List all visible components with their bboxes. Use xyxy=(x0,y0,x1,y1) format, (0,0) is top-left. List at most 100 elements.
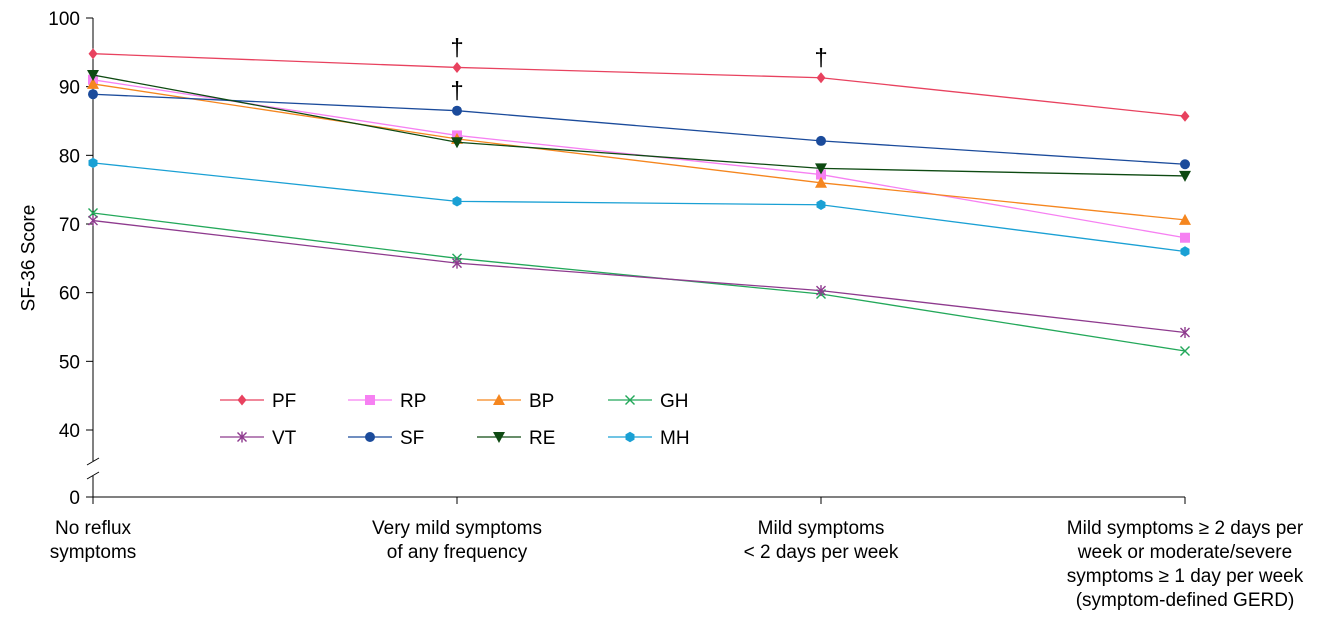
y-axis-break-mark xyxy=(86,457,100,480)
x-tick-label-line: < 2 days per week xyxy=(744,542,899,563)
data-point-sf xyxy=(452,105,462,116)
y-axis-label: SF-36 Score xyxy=(19,205,40,312)
series-layer xyxy=(87,48,1191,357)
series-line-pf xyxy=(92,53,1186,117)
series-mh xyxy=(88,157,1190,257)
y-tick-label: 0 xyxy=(69,488,80,509)
data-point-re xyxy=(87,69,99,81)
data-point-vt xyxy=(88,215,98,227)
marker-stroke xyxy=(1180,346,1190,357)
x-tick-label-line: (symptom-defined GERD) xyxy=(1076,590,1295,611)
data-point-pf xyxy=(452,61,462,73)
legend-marker xyxy=(237,394,247,406)
legend-item-sf: SF xyxy=(348,428,424,449)
marker-stroke xyxy=(88,208,98,219)
legend: PF RP BP GH VT SF RE MH xyxy=(220,391,690,449)
legend-marker xyxy=(493,394,505,405)
y-tick-label: 60 xyxy=(59,284,80,305)
series-rp xyxy=(88,74,1190,243)
series-pf xyxy=(88,48,1190,122)
annotation-layer: † † † xyxy=(450,34,827,104)
data-point-pf xyxy=(816,72,826,84)
data-point-gh xyxy=(88,208,98,219)
legend-marker xyxy=(625,431,635,443)
legend-item-mh: MH xyxy=(608,428,690,449)
data-point-re xyxy=(451,137,463,149)
annotation-dagger: † xyxy=(450,78,463,105)
data-point-pf xyxy=(1180,110,1190,122)
legend-label: VT xyxy=(272,428,297,449)
legend-label: PF xyxy=(272,391,296,412)
axis-break-line xyxy=(86,471,100,480)
data-point-pf xyxy=(88,48,98,60)
data-point-gh xyxy=(1180,346,1190,357)
legend-item-vt: VT xyxy=(220,428,297,449)
series-line-bp xyxy=(92,83,1186,221)
x-tick-label-line: of any frequency xyxy=(387,542,528,563)
axis-break-line xyxy=(86,457,100,466)
data-point-mh xyxy=(452,196,462,207)
legend-label: RP xyxy=(400,391,426,412)
series-line-mh xyxy=(92,162,1186,253)
x-tick-label-line: Very mild symptoms xyxy=(372,518,542,539)
x-tick-label-line: Mild symptoms ≥ 2 days per xyxy=(1067,518,1304,539)
series-line-sf xyxy=(92,93,1186,165)
annotation-dagger: † xyxy=(450,34,463,61)
y-tick-label: 80 xyxy=(59,146,80,167)
marker-stroke xyxy=(625,395,635,405)
y-tick-label: 90 xyxy=(59,78,80,99)
series-line-vt xyxy=(92,219,1186,334)
y-tick-label: 40 xyxy=(59,421,80,442)
series-sf xyxy=(88,89,1190,170)
legend-item-rp: RP xyxy=(348,391,426,412)
x-tick-label-line: symptoms xyxy=(50,542,137,563)
legend-marker xyxy=(365,432,375,442)
data-point-sf xyxy=(88,89,98,100)
annotation-dagger: † xyxy=(814,45,827,72)
legend-item-re: RE xyxy=(477,428,555,449)
data-point-vt xyxy=(816,285,826,297)
legend-label: RE xyxy=(529,428,555,449)
series-line-gh xyxy=(92,212,1186,352)
data-point-bp xyxy=(815,176,827,188)
y-tick-label: 100 xyxy=(48,9,80,30)
data-point-sf xyxy=(1180,159,1190,170)
legend-item-bp: BP xyxy=(477,391,554,412)
x-tick-label: Mild symptoms < 2 days per week xyxy=(744,518,899,563)
x-tick-label: Mild symptoms ≥ 2 days per week or modera… xyxy=(1067,518,1304,611)
legend-marker xyxy=(493,432,505,443)
legend-label: MH xyxy=(660,428,690,449)
x-tick-label-line: Mild symptoms xyxy=(758,518,885,539)
x-tick-label-line: symptoms ≥ 1 day per week xyxy=(1067,566,1304,587)
legend-label: GH xyxy=(660,391,689,412)
y-ticks: 0 40 50 60 70 80 90 100 xyxy=(48,9,93,509)
data-point-re xyxy=(815,163,827,175)
legend-marker xyxy=(365,395,375,405)
x-tick-label: No reflux symptoms xyxy=(50,518,137,563)
legend-item-gh: GH xyxy=(608,391,689,412)
data-point-mh xyxy=(816,199,826,210)
data-point-rp xyxy=(1180,232,1190,243)
x-tick-label-line: week or moderate/severe xyxy=(1077,542,1292,563)
legend-marker xyxy=(625,395,635,405)
legend-label: SF xyxy=(400,428,424,449)
y-tick-label: 70 xyxy=(59,215,80,236)
data-point-mh xyxy=(88,157,98,169)
axes: 0 40 50 60 70 80 90 100 No reflux symptoms Very m… xyxy=(48,9,1304,611)
data-point-rp xyxy=(816,169,826,180)
data-point-vt xyxy=(452,257,462,269)
legend-label: BP xyxy=(529,391,554,412)
x-tick-label-line: No reflux xyxy=(55,518,132,539)
legend-marker xyxy=(237,431,247,443)
x-tick-label: Very mild symptoms of any frequency xyxy=(372,518,542,563)
data-point-sf xyxy=(816,135,826,146)
data-point-bp xyxy=(1179,213,1191,225)
data-point-vt xyxy=(1180,326,1190,338)
series-re xyxy=(87,69,1191,182)
data-point-re xyxy=(1179,170,1191,182)
series-line-re xyxy=(92,74,1186,177)
series-vt xyxy=(88,215,1190,338)
series-line-rp xyxy=(92,79,1186,239)
data-point-mh xyxy=(1180,246,1190,257)
